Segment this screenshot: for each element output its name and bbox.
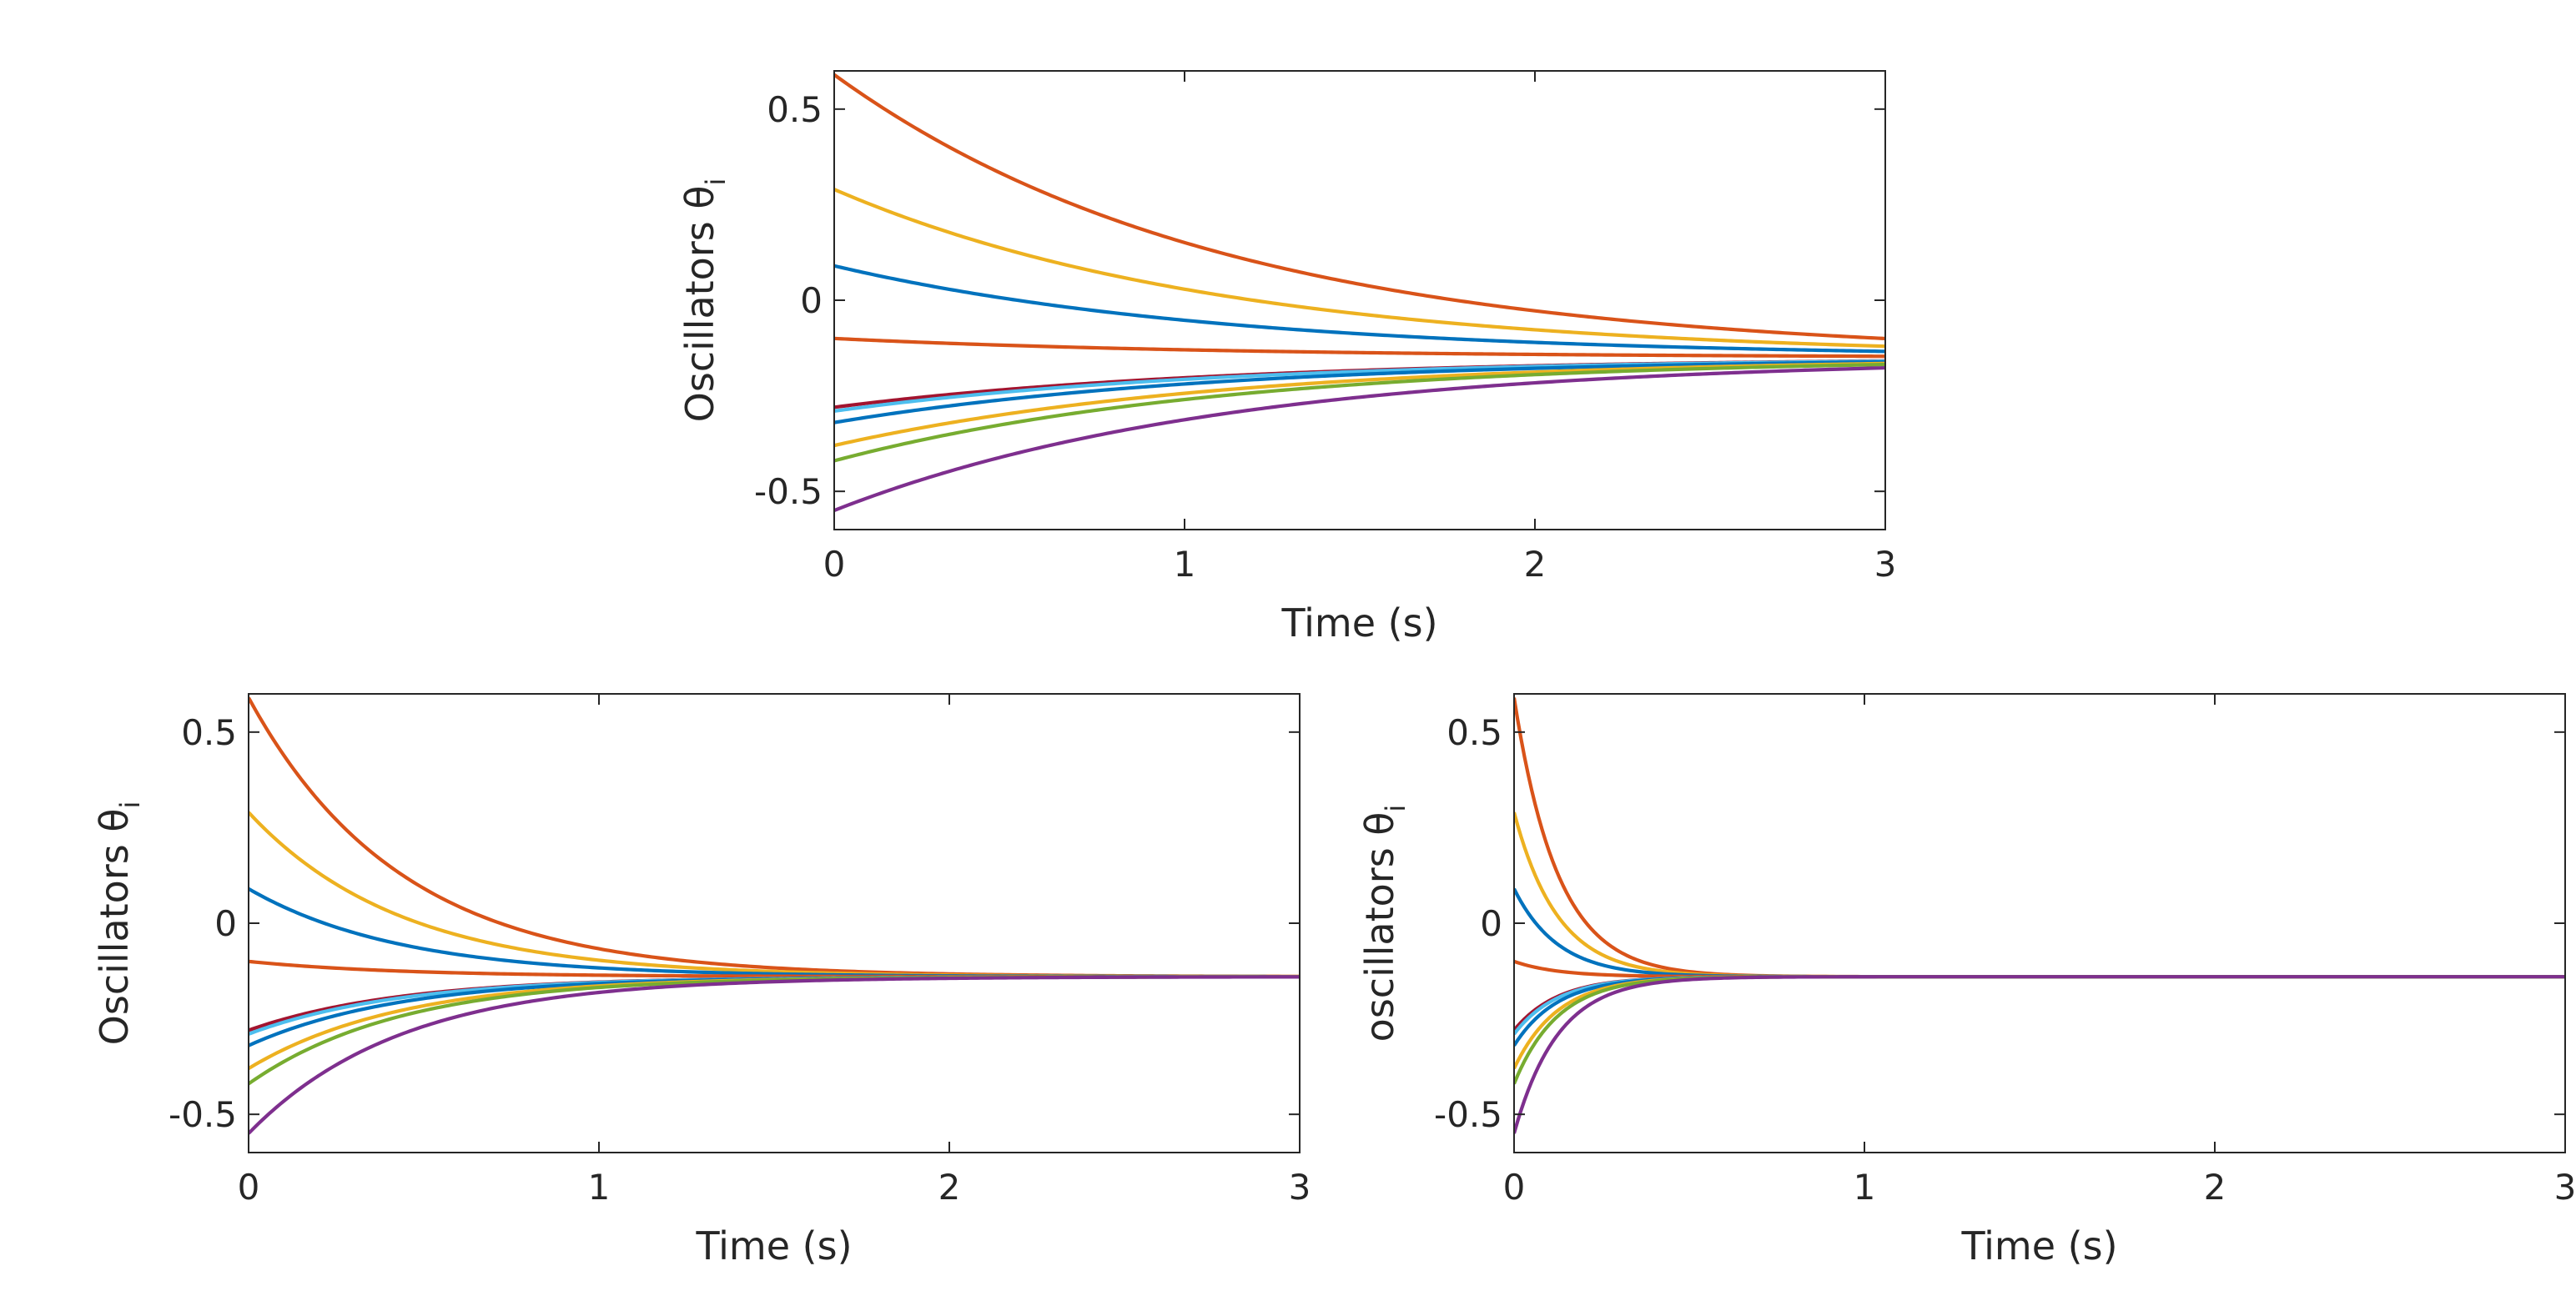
x-tick-label: 1 bbox=[588, 1167, 611, 1208]
axes-box bbox=[1513, 693, 2566, 1153]
y-axis-label-text: Oscillators θ bbox=[92, 809, 137, 1046]
series-line-4 bbox=[834, 336, 1885, 359]
series-line-5 bbox=[249, 975, 1300, 1032]
series-line-2 bbox=[834, 188, 1885, 349]
x-tick-label: 0 bbox=[238, 1167, 260, 1208]
series-line-3 bbox=[249, 887, 1300, 979]
series-line-9 bbox=[249, 975, 1300, 1086]
series-line-3 bbox=[834, 264, 1885, 354]
series-line-5 bbox=[1514, 975, 2565, 1032]
x-axis-label: Time (s) bbox=[695, 1223, 852, 1268]
y-axis-label-subscript: i bbox=[700, 178, 732, 186]
x-tick-label: 1 bbox=[1854, 1167, 1876, 1208]
x-axis-label: Time (s) bbox=[1960, 1223, 2117, 1268]
y-tick-label: 0.5 bbox=[767, 89, 823, 130]
x-tick-label: 0 bbox=[823, 544, 846, 585]
y-axis-label: oscillators θi bbox=[1357, 805, 1411, 1042]
series-line-8 bbox=[249, 975, 1300, 1070]
series-line-2 bbox=[1514, 811, 2565, 979]
series-line-7 bbox=[834, 359, 1885, 424]
x-tick-label: 0 bbox=[1503, 1167, 1526, 1208]
series-line-9 bbox=[834, 362, 1885, 463]
x-tick-label: 2 bbox=[938, 1167, 961, 1208]
series-line-1 bbox=[834, 73, 1885, 341]
y-axis-label-subscript: i bbox=[1380, 805, 1411, 812]
y-tick-label: 0 bbox=[800, 280, 823, 321]
x-axis-label: Time (s) bbox=[1280, 600, 1437, 645]
y-tick-label: 0.5 bbox=[1446, 712, 1502, 753]
y-tick-label: 0 bbox=[1480, 903, 1502, 944]
plot-area bbox=[1514, 697, 2565, 1134]
x-tick-label: 3 bbox=[2554, 1167, 2576, 1208]
x-tick-label: 3 bbox=[1289, 1167, 1311, 1208]
series-line-10 bbox=[834, 365, 1885, 513]
series-line-2 bbox=[249, 811, 1300, 979]
series-line-7 bbox=[1514, 975, 2565, 1047]
series-line-8 bbox=[1514, 975, 2565, 1070]
series-line-9 bbox=[1514, 975, 2565, 1085]
y-tick-label: -0.5 bbox=[754, 471, 823, 512]
series-line-6 bbox=[1514, 975, 2565, 1036]
plot-area bbox=[249, 696, 1300, 1135]
x-tick-label: 2 bbox=[2204, 1167, 2226, 1208]
y-axis-label: Oscillators θi bbox=[92, 801, 146, 1046]
series-line-1 bbox=[1514, 697, 2565, 979]
y-tick-label: -0.5 bbox=[169, 1094, 237, 1135]
y-axis-label: Oscillators θi bbox=[677, 178, 732, 423]
series-line-10 bbox=[249, 975, 1300, 1135]
plot-area bbox=[834, 73, 1885, 513]
series-line-6 bbox=[249, 975, 1300, 1036]
y-axis-label-subscript: i bbox=[114, 801, 146, 809]
series-line-3 bbox=[1514, 887, 2565, 979]
axes-box bbox=[248, 693, 1301, 1153]
y-axis-label-text: oscillators θ bbox=[1357, 812, 1402, 1042]
x-tick-label: 1 bbox=[1174, 544, 1196, 585]
series-line-10 bbox=[1514, 975, 2565, 1134]
x-tick-label: 3 bbox=[1874, 544, 1897, 585]
y-tick-label: 0.5 bbox=[181, 712, 237, 753]
y-tick-label: 0 bbox=[214, 903, 237, 944]
y-tick-label: -0.5 bbox=[1434, 1094, 1502, 1135]
series-line-7 bbox=[249, 975, 1300, 1047]
x-tick-label: 2 bbox=[1524, 544, 1547, 585]
y-axis-label-text: Oscillators θ bbox=[677, 186, 722, 423]
series-line-1 bbox=[249, 696, 1300, 978]
